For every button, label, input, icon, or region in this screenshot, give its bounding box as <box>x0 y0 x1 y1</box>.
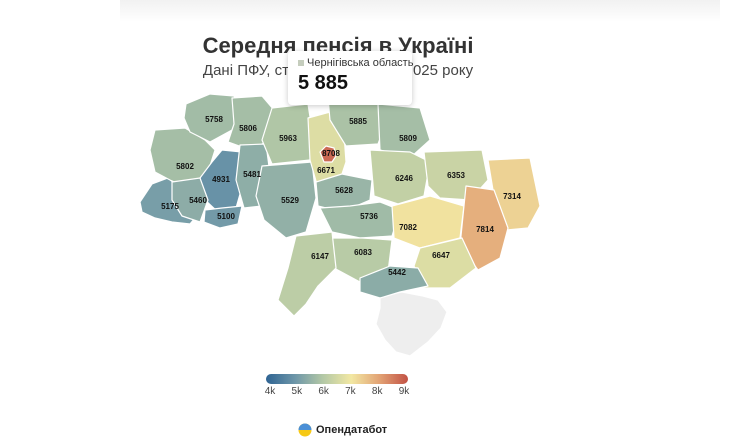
brand-logo-icon <box>298 423 312 437</box>
page-subtitle: Дані ПФУ, ст 025 року <box>0 62 676 79</box>
region-zaporizhzhia[interactable] <box>413 237 477 289</box>
region-kyiv-city[interactable] <box>319 145 337 163</box>
subtitle-tail: 025 року <box>412 62 474 79</box>
label-odesa: 6147 <box>311 252 329 261</box>
region-odesa[interactable] <box>277 231 337 317</box>
legend-tick: 9k <box>398 386 410 397</box>
label-donetsk: 7814 <box>476 225 494 234</box>
region-chernivtsi[interactable] <box>203 205 243 229</box>
legend-gradient <box>266 374 408 384</box>
color-legend: 4k 5k 6k 7k 8k 9k <box>264 374 410 402</box>
legend-tick: 8k <box>371 386 383 397</box>
legend-tick: 4k <box>264 386 276 397</box>
legend-tick: 5k <box>291 386 303 397</box>
label-chernihiv: 5885 <box>349 117 367 126</box>
label-khmelnytskyi: 5481 <box>243 170 261 179</box>
label-kyiv-city: 8708 <box>322 149 340 158</box>
label-sumy: 5809 <box>399 134 417 143</box>
label-ternopil: 4931 <box>212 175 230 184</box>
label-cherkasy: 5628 <box>335 186 353 195</box>
tooltip-swatch <box>298 60 304 67</box>
region-cherkasy[interactable] <box>315 173 373 213</box>
label-poltava: 6246 <box>395 174 413 183</box>
top-fade <box>120 0 720 22</box>
tooltip-region: Чернігівська область <box>298 57 413 69</box>
region-ivano-frankivsk[interactable] <box>171 177 209 223</box>
label-ivano-frankivsk: 5460 <box>189 196 207 205</box>
label-rivne: 5806 <box>239 124 257 133</box>
label-mykolaiv: 6083 <box>354 248 372 257</box>
subtitle-text: Дані ПФУ, ст <box>202 62 289 79</box>
label-zaporizhzhia: 6647 <box>432 251 450 260</box>
label-kharkiv: 6353 <box>447 171 465 180</box>
legend-tick: 7k <box>345 386 356 397</box>
label-kyiv-oblast: 6671 <box>317 166 335 175</box>
label-zakarpattia: 5175 <box>161 202 179 211</box>
region-tooltip: Чернігівська область 5 885 <box>288 51 413 105</box>
label-kirovohrad: 5736 <box>360 212 378 221</box>
label-lviv: 5802 <box>176 162 194 171</box>
label-kherson: 5442 <box>388 268 406 277</box>
legend-ticks: 4k 5k 6k 7k 8k 9k <box>264 384 410 402</box>
tooltip-value: 5 885 <box>298 72 349 94</box>
brand[interactable]: Опендатабот <box>298 423 387 437</box>
region-poltava[interactable] <box>369 149 431 205</box>
legend-tick: 6k <box>318 386 329 397</box>
region-crimea[interactable] <box>375 291 448 357</box>
label-zhytomyr: 5963 <box>279 134 297 143</box>
brand-name: Опендатабот <box>316 424 388 436</box>
region-sumy[interactable] <box>377 103 431 159</box>
label-luhansk: 7314 <box>503 192 521 201</box>
label-dnipro: 7082 <box>399 223 417 232</box>
label-vinnytsia: 5529 <box>281 196 299 205</box>
label-chernivtsi: 5100 <box>217 212 235 221</box>
label-volyn: 5758 <box>205 115 223 124</box>
tooltip-region-name: Чернігівська область <box>307 57 414 69</box>
region-kherson[interactable] <box>359 265 429 299</box>
